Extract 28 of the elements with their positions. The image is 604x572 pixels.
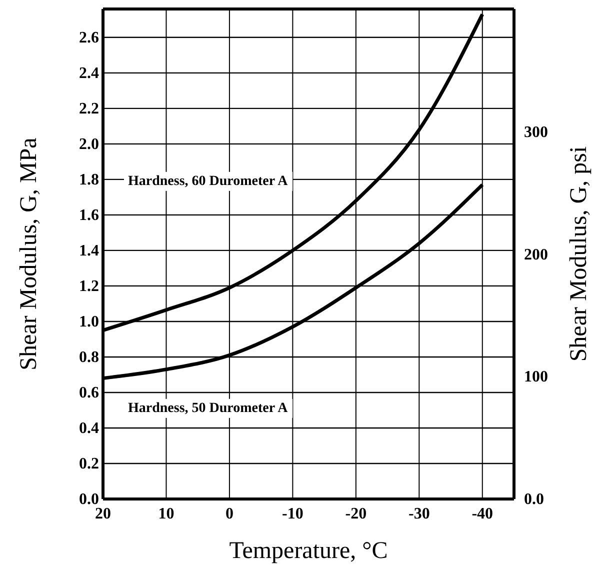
y2-axis-title: Shear Modulus, G, psi: [566, 146, 592, 362]
x-tick-label: -10: [282, 505, 304, 522]
y-tick-label: 2.6: [79, 30, 99, 47]
y2-tick-label: 200: [524, 246, 548, 264]
y-tick-label: 0.6: [79, 384, 99, 402]
y2-tick-label: 0.0: [524, 491, 544, 508]
x-tick-label: -40: [472, 505, 494, 522]
y-tick-label: 1.6: [79, 207, 99, 224]
annotation: Hardness, 60 Durometer A: [128, 174, 289, 189]
annotation: Hardness, 50 Durometer A: [128, 400, 289, 416]
y-tick-label: 2.2: [79, 100, 99, 118]
x-axis-title: Temperature, °C: [229, 538, 388, 564]
y-tick-label: 0.2: [79, 456, 99, 473]
y-tick-label: 1.8: [79, 172, 99, 189]
y-tick-label: 2.4: [79, 65, 99, 82]
x-tick-label: -30: [408, 505, 430, 522]
y-tick-label: 1.0: [79, 314, 99, 331]
y-tick-label: 0.8: [79, 349, 99, 366]
y-axis-title: Shear Modulus, G, MPa: [16, 137, 42, 370]
y2-tick-label: 100: [524, 368, 548, 386]
x-tick-label: 0: [225, 505, 234, 522]
y-tick-label: 1.4: [79, 242, 99, 260]
y-tick-label: 0.4: [79, 420, 99, 438]
y-tick-label: 1.2: [79, 278, 99, 296]
y2-tick-label: 300: [524, 124, 548, 141]
x-tick-label: 10: [158, 505, 174, 522]
y-tick-label: 2.0: [79, 136, 99, 154]
x-tick-label: -20: [345, 505, 367, 522]
